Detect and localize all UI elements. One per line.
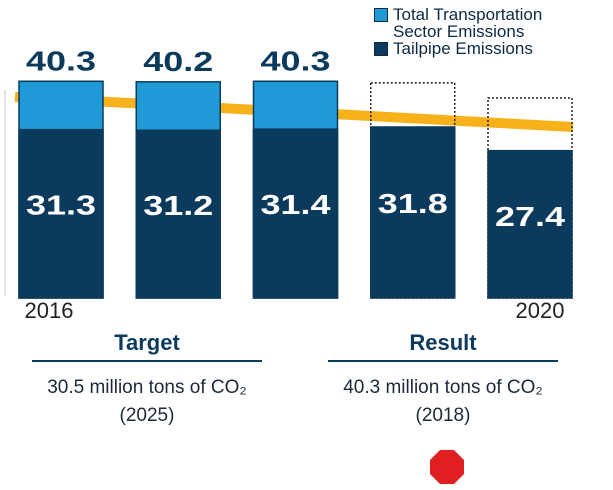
- tailpipe-bar: [18, 128, 104, 299]
- tailpipe-label: 31.2: [143, 190, 213, 221]
- legend-item: Tailpipe Emissions: [374, 40, 610, 57]
- legend: Total Transportation Sector Emissions Tai…: [374, 6, 610, 57]
- total-label: 40.2: [143, 46, 213, 77]
- tailpipe-label: 31.3: [26, 189, 96, 220]
- panel-text: 30.5 million tons of CO₂ (2025): [47, 377, 247, 426]
- tailpipe-bar: [135, 129, 221, 299]
- stop-icon: [430, 450, 464, 484]
- x-tick-label: 2016: [25, 298, 74, 323]
- legend-swatch: [374, 42, 388, 56]
- tailpipe-bar: [370, 126, 456, 299]
- total-label: 40.3: [261, 46, 331, 77]
- legend-item: Total Transportation Sector Emissions: [374, 6, 610, 40]
- legend-label: Total Transportation Sector Emissions: [393, 5, 543, 41]
- x-tick-label: 2020: [516, 298, 565, 323]
- tailpipe-label: 31.4: [261, 189, 332, 220]
- tailpipe-label: 31.8: [378, 188, 448, 219]
- panel-title: Target: [32, 330, 262, 362]
- legend-swatch: [374, 8, 388, 22]
- legend-label: Tailpipe Emissions: [393, 39, 533, 58]
- panel-text: 40.3 million tons of CO₂ (2018): [343, 377, 543, 426]
- total-label: 40.3: [26, 46, 96, 77]
- tailpipe-label: 27.4: [495, 201, 566, 232]
- target-panel: Target 30.5 million tons of CO₂ (2025): [32, 330, 262, 430]
- panel-title: Result: [328, 330, 558, 362]
- result-panel: Result 40.3 million tons of CO₂ (2018): [328, 330, 558, 430]
- tailpipe-bar: [252, 128, 339, 299]
- tailpipe-bar: [487, 149, 573, 299]
